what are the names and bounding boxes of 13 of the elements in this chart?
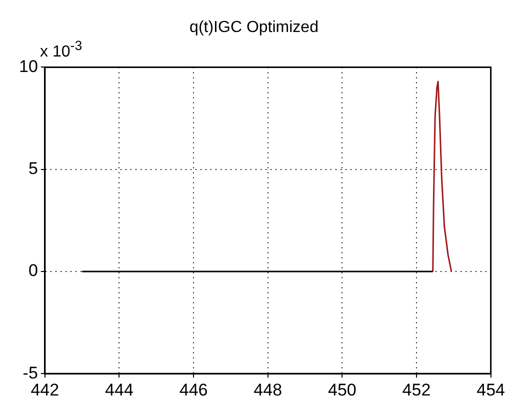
y-tick-label: 5 [28,159,38,178]
chart-title: q(t)IGC Optimized [190,19,318,36]
x-tick-label: 452 [402,380,431,400]
text: x 10$^{-3}$ [40,38,82,62]
x-tick-label: 442 [30,380,60,400]
y-tick-label: 0 [28,261,38,280]
x-tick-label: 450 [328,380,356,400]
y-tick-label: -5 [22,363,38,382]
x-tick-label: 446 [179,380,208,400]
x-tick-label: 454 [476,380,506,400]
y-tick-label: 10 [18,56,38,76]
x-tick-label: 448 [254,380,282,400]
x-tick-label: 444 [105,380,134,400]
